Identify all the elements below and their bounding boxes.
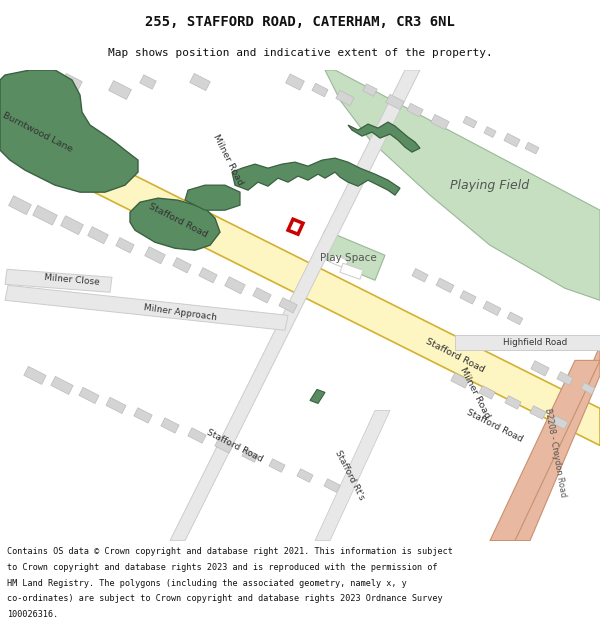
Polygon shape [504,133,520,147]
Polygon shape [188,428,206,443]
Polygon shape [412,269,428,282]
Text: Stafford Road: Stafford Road [466,408,524,444]
Polygon shape [455,336,600,351]
Polygon shape [140,75,156,89]
Polygon shape [325,70,600,300]
Polygon shape [0,70,138,192]
Text: Contains OS data © Crown copyright and database right 2021. This information is : Contains OS data © Crown copyright and d… [7,548,453,556]
Text: Play Space: Play Space [320,253,376,263]
Polygon shape [310,389,325,404]
Polygon shape [130,198,220,250]
Polygon shape [161,418,179,433]
Text: B2208 - Croydon Road: B2208 - Croydon Road [543,408,567,498]
Polygon shape [407,103,423,117]
Polygon shape [51,376,73,394]
Polygon shape [24,366,46,384]
Text: HM Land Registry. The polygons (including the associated geometry, namely x, y: HM Land Registry. The polygons (includin… [7,579,407,587]
Text: Milner Road: Milner Road [458,366,492,419]
Polygon shape [348,122,420,152]
Polygon shape [531,361,549,376]
Text: Map shows position and indicative extent of the property.: Map shows position and indicative extent… [107,48,493,58]
Polygon shape [190,74,210,91]
Polygon shape [134,408,152,423]
Polygon shape [116,238,134,253]
Polygon shape [8,196,31,214]
Text: to Crown copyright and database rights 2023 and is reproduced with the permissio: to Crown copyright and database rights 2… [7,563,438,572]
Polygon shape [79,388,99,404]
Polygon shape [279,298,297,313]
Polygon shape [507,312,523,324]
Polygon shape [170,70,420,541]
Polygon shape [315,411,390,541]
Polygon shape [386,94,404,110]
Polygon shape [88,227,108,244]
Polygon shape [530,406,546,419]
Polygon shape [479,386,495,399]
Polygon shape [315,230,385,280]
Text: Milner Approach: Milner Approach [143,302,217,322]
Polygon shape [463,116,477,128]
Text: Burntwood Lane: Burntwood Lane [2,111,74,154]
Text: Stafford Rt's: Stafford Rt's [334,449,367,502]
Polygon shape [557,372,573,385]
Polygon shape [581,382,595,394]
Polygon shape [363,84,377,96]
Polygon shape [5,269,112,292]
Polygon shape [312,83,328,97]
Text: Highfield Road: Highfield Road [503,338,567,347]
Polygon shape [0,108,600,446]
Polygon shape [173,258,191,273]
Polygon shape [145,247,165,264]
Polygon shape [5,285,288,331]
Text: Stafford Road: Stafford Road [205,428,265,464]
Polygon shape [490,346,600,541]
Polygon shape [35,84,61,106]
Polygon shape [336,91,354,106]
Polygon shape [525,142,539,154]
Polygon shape [215,438,233,453]
Polygon shape [232,158,400,195]
Polygon shape [505,396,521,409]
Polygon shape [484,127,496,138]
Text: co-ordinates) are subject to Crown copyright and database rights 2023 Ordnance S: co-ordinates) are subject to Crown copyr… [7,594,443,603]
Polygon shape [225,277,245,294]
Polygon shape [324,479,340,492]
Polygon shape [106,398,126,414]
Polygon shape [483,301,501,316]
Polygon shape [185,185,240,210]
Text: Playing Field: Playing Field [451,179,530,192]
Polygon shape [451,372,469,388]
Polygon shape [552,416,568,429]
Text: Milner Close: Milner Close [44,273,100,287]
Polygon shape [490,361,600,541]
Polygon shape [33,205,57,225]
Polygon shape [297,469,313,482]
Polygon shape [460,291,476,304]
Text: Milner Road: Milner Road [211,133,245,187]
Polygon shape [286,74,304,90]
Polygon shape [61,216,83,234]
Polygon shape [109,81,131,99]
Polygon shape [330,254,348,268]
Polygon shape [199,268,217,283]
Polygon shape [431,114,449,130]
Polygon shape [253,288,271,303]
Text: Stafford Road: Stafford Road [147,201,209,239]
Text: Stafford Road: Stafford Road [424,337,486,374]
Text: 100026316.: 100026316. [7,610,58,619]
Polygon shape [269,459,285,472]
Polygon shape [242,449,258,462]
Polygon shape [436,278,454,292]
Text: 255, STAFFORD ROAD, CATERHAM, CR3 6NL: 255, STAFFORD ROAD, CATERHAM, CR3 6NL [145,16,455,29]
Polygon shape [340,263,363,279]
Polygon shape [62,74,82,91]
